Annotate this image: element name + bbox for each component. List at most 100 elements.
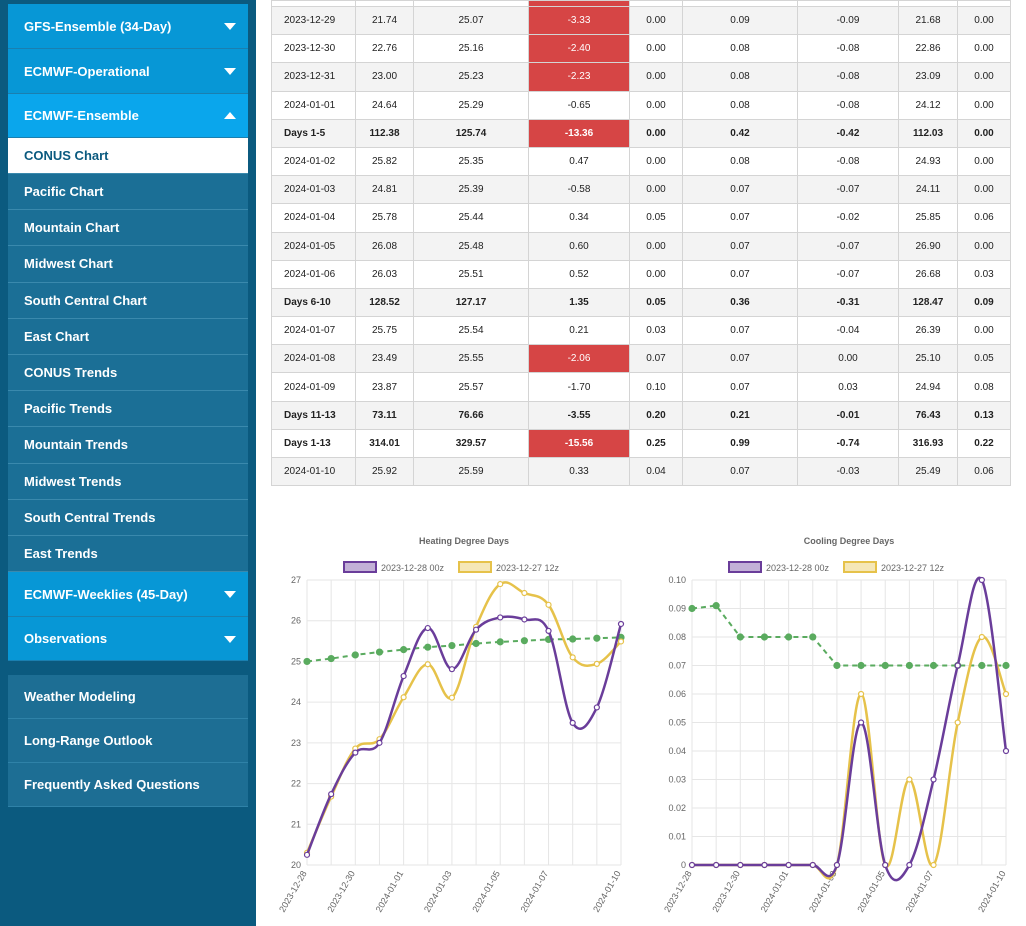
x-tick-label: 2024-01-07: [904, 869, 936, 914]
table-cell: 24.11: [898, 175, 958, 205]
data-point: [954, 662, 961, 669]
menu-observations[interactable]: Observations: [8, 617, 248, 662]
sub-item-conus-chart[interactable]: CONUS Chart: [8, 138, 248, 174]
sub-item-label: South Central Chart: [24, 292, 147, 308]
table-cell: -1.70: [528, 372, 630, 402]
data-point: [929, 661, 938, 670]
table-cell: 0.00: [957, 34, 1011, 64]
table-cell: 25.49: [898, 456, 958, 487]
table-cell: 26.39: [898, 316, 958, 346]
table-row: 2023-12-30 22.76 25.16 -2.40 0.00 0.08 -0.08 22…: [271, 34, 1011, 64]
legend-swatch: [458, 561, 492, 573]
table-cell: 0.42: [682, 118, 798, 148]
series-line-normal: [691, 604, 1006, 667]
table-cell: 0.34: [528, 203, 630, 233]
sub-item-mountain-chart[interactable]: Mountain Chart: [8, 210, 248, 247]
data-point: [954, 719, 961, 726]
menu-gfs-ensemble[interactable]: GFS-Ensemble (34-Day): [8, 4, 248, 49]
menu-label: ECMWF-Weeklies (45-Day): [24, 586, 188, 602]
sub-item-midwest-chart[interactable]: Midwest Chart: [8, 246, 248, 283]
table-cell: 0.36: [682, 287, 798, 318]
chevron-down-icon: [224, 635, 236, 643]
link-faq[interactable]: Frequently Asked Questions: [8, 763, 248, 807]
x-tick-label: 2023-12-28: [662, 869, 694, 914]
table-cell: -0.07: [797, 175, 899, 205]
data-point: [569, 635, 577, 643]
table-cell: 0.00: [957, 316, 1011, 346]
sub-item-label: CONUS Chart: [24, 148, 109, 163]
data-point: [400, 694, 407, 701]
table-cell: 0.03: [629, 316, 683, 346]
data-point: [809, 633, 817, 641]
table-cell: 2024-01-09: [271, 372, 356, 402]
table-cell: 0.13: [957, 400, 1011, 430]
menu-ecmwf-weeklies[interactable]: ECMWF-Weeklies (45-Day): [8, 572, 248, 618]
y-tick-label: 0.05: [668, 718, 686, 728]
data-point: [1002, 661, 1010, 670]
sub-item-east-trends[interactable]: East Trends: [8, 535, 248, 573]
sidebar-top-menu: GFS-Ensemble (34-Day) ECMWF-Operational …: [8, 4, 248, 662]
heating-degree-days-svg: Heating Degree Days 2023-12-28 00z 2023-12…: [277, 536, 625, 914]
link-weather-modeling[interactable]: Weather Modeling: [8, 675, 248, 719]
table-cell: 25.48: [413, 231, 529, 261]
menu-ecmwf-ensemble[interactable]: ECMWF-Ensemble: [8, 94, 248, 138]
table-cell: 0.00: [957, 175, 1011, 205]
table-cell: 0.07: [629, 344, 683, 374]
table-cell: 0.03: [797, 372, 899, 402]
sub-item-midwest-trends[interactable]: Midwest Trends: [8, 463, 248, 500]
sub-item-label: Pacific Chart: [24, 184, 104, 200]
table-cell: 0.03: [957, 259, 1011, 289]
sub-item-mountain-trends[interactable]: Mountain Trends: [8, 427, 248, 464]
table-row: 2023-12-31 23.00 25.23 -2.23 0.00 0.08 -0.08 23…: [271, 62, 1011, 92]
table-cell: 0.00: [629, 231, 683, 261]
table-cell: 25.07: [413, 5, 529, 36]
y-tick-label: 21: [291, 819, 301, 829]
legend-label: 2023-12-28 00z: [766, 563, 830, 573]
data-point: [1002, 747, 1010, 755]
chart-title: Heating Degree Days: [419, 536, 509, 546]
y-tick-label: 22: [291, 779, 301, 789]
table-cell: 25.82: [355, 146, 414, 177]
table-cell: 0.00: [629, 5, 683, 36]
table-cell: -0.31: [797, 287, 899, 318]
table-cell: -0.03: [797, 456, 899, 487]
data-point: [352, 749, 359, 756]
menu-ecmwf-operational[interactable]: ECMWF-Operational: [8, 49, 248, 94]
table-cell: 2024-01-01: [271, 90, 356, 120]
table-cell: -0.58: [528, 175, 630, 205]
data-point: [688, 861, 696, 869]
data-point: [448, 666, 456, 673]
sub-item-pacific-chart[interactable]: Pacific Chart: [8, 174, 248, 211]
table-cell: -0.09: [797, 5, 899, 36]
table-cell: 0.20: [629, 400, 683, 430]
degree-days-table: 2023-12-29 21.74 25.07 -3.33 0.00 0.09 -0.09 21…: [271, 0, 1011, 487]
y-tick-label: 27: [291, 575, 301, 585]
sub-item-pacific-trends[interactable]: Pacific Trends: [8, 391, 248, 428]
data-point: [713, 861, 720, 869]
sub-item-conus-trends[interactable]: CONUS Trends: [8, 354, 248, 392]
sub-item-south-central-trends[interactable]: South Central Trends: [8, 499, 248, 536]
data-point: [593, 634, 601, 642]
table-cell: 0.00: [629, 34, 683, 64]
chevron-down-icon: [224, 591, 236, 599]
table-cell: 128.47: [898, 287, 958, 318]
table-cell: 25.51: [413, 259, 529, 289]
data-point: [761, 861, 768, 869]
sub-item-south-central-chart[interactable]: South Central Chart: [8, 282, 248, 319]
table-row: 2024-01-06 26.03 25.51 0.52 0.00 0.07 -0.07 26.…: [271, 259, 1011, 289]
y-tick-label: 0.10: [668, 575, 686, 585]
table-cell: -0.08: [797, 34, 899, 64]
data-point: [327, 654, 335, 663]
data-point: [617, 620, 625, 628]
x-tick-label: 2024-01-10: [591, 869, 623, 914]
sub-item-east-chart[interactable]: East Chart: [8, 318, 248, 355]
table-cell: 0.00: [957, 146, 1011, 177]
table-cell: 0.09: [957, 287, 1011, 318]
data-point: [785, 861, 792, 869]
link-long-range-outlook[interactable]: Long-Range Outlook: [8, 719, 248, 763]
table-cell: 25.85: [898, 203, 958, 233]
table-cell: 22.76: [355, 34, 414, 64]
table-cell: 25.23: [413, 62, 529, 92]
series-line: [305, 581, 622, 854]
table-cell: 0.00: [957, 62, 1011, 92]
